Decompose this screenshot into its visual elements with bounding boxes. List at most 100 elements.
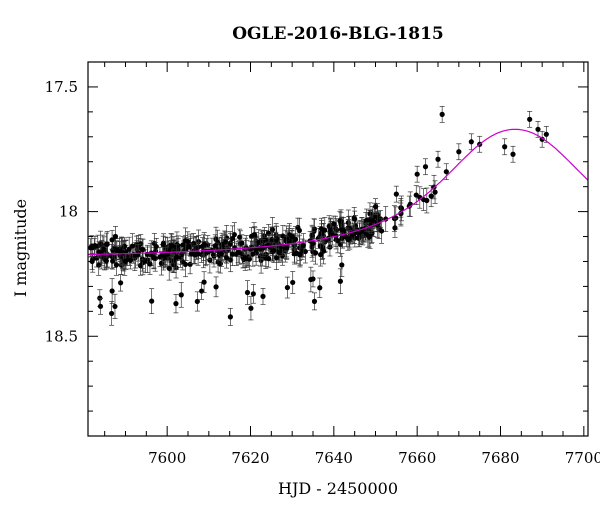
data-marker bbox=[250, 251, 256, 257]
data-point bbox=[149, 288, 155, 315]
data-marker bbox=[103, 258, 109, 264]
data-marker bbox=[213, 236, 219, 242]
data-marker bbox=[173, 301, 179, 307]
data-point bbox=[96, 241, 102, 263]
data-marker bbox=[229, 251, 236, 257]
data-marker bbox=[311, 298, 318, 304]
data-marker bbox=[201, 241, 207, 247]
data-marker bbox=[173, 254, 180, 260]
data-marker bbox=[393, 191, 399, 197]
data-point bbox=[331, 215, 337, 233]
data-marker bbox=[357, 229, 363, 235]
plot-frame bbox=[87, 61, 589, 437]
data-marker bbox=[261, 237, 267, 243]
data-marker bbox=[302, 248, 308, 255]
data-marker bbox=[118, 280, 124, 286]
data-marker bbox=[129, 243, 135, 249]
data-point bbox=[244, 280, 251, 305]
data-point bbox=[223, 247, 230, 269]
data-point bbox=[112, 226, 119, 247]
data-point bbox=[109, 230, 115, 250]
data-marker bbox=[290, 279, 296, 286]
data-point bbox=[178, 282, 184, 308]
data-point bbox=[218, 240, 224, 267]
data-marker bbox=[180, 259, 186, 265]
data-point bbox=[468, 133, 474, 151]
data-marker bbox=[253, 247, 259, 253]
data-marker bbox=[237, 234, 243, 240]
data-marker bbox=[235, 249, 241, 255]
data-marker bbox=[160, 241, 166, 248]
data-marker bbox=[153, 243, 159, 250]
data-point bbox=[188, 243, 195, 264]
data-marker bbox=[352, 216, 358, 222]
data-point bbox=[195, 242, 201, 266]
model-curve bbox=[88, 128, 589, 256]
x-tick-label: 7640 bbox=[315, 449, 353, 467]
data-marker bbox=[201, 279, 207, 285]
data-point bbox=[435, 150, 441, 168]
data-point bbox=[194, 291, 200, 312]
data-marker bbox=[97, 303, 104, 309]
y-axis-label: I magnitude bbox=[11, 199, 30, 297]
data-marker bbox=[543, 131, 549, 137]
data-marker bbox=[432, 189, 438, 195]
data-marker bbox=[331, 221, 337, 227]
data-marker bbox=[266, 256, 272, 262]
data-point bbox=[112, 293, 118, 319]
data-point bbox=[424, 187, 430, 214]
data-marker bbox=[139, 256, 146, 262]
data-marker bbox=[318, 252, 324, 258]
data-marker bbox=[435, 156, 441, 162]
data-marker bbox=[183, 246, 189, 252]
data-point bbox=[173, 294, 179, 314]
data-marker bbox=[310, 276, 316, 282]
data-marker bbox=[101, 246, 107, 253]
data-marker bbox=[93, 255, 100, 261]
data-point bbox=[122, 253, 129, 270]
data-marker bbox=[271, 247, 277, 254]
data-point bbox=[271, 238, 277, 263]
data-point bbox=[248, 296, 254, 321]
chart-title: OGLE-2016-BLG-1815 bbox=[232, 24, 444, 44]
data-point bbox=[127, 251, 134, 270]
data-marker bbox=[251, 232, 257, 238]
data-point bbox=[439, 106, 445, 123]
x-tick-label: 7660 bbox=[398, 449, 436, 467]
data-marker bbox=[317, 285, 323, 291]
data-marker bbox=[227, 314, 233, 320]
data-marker bbox=[179, 251, 185, 258]
data-point bbox=[201, 232, 207, 257]
data-point bbox=[290, 271, 296, 294]
data-marker bbox=[244, 289, 251, 296]
data-point bbox=[311, 292, 318, 311]
data-marker bbox=[182, 237, 189, 244]
data-point bbox=[235, 241, 241, 264]
data-marker bbox=[127, 257, 134, 263]
data-marker bbox=[295, 224, 301, 231]
data-marker bbox=[294, 250, 300, 256]
data-marker bbox=[428, 193, 434, 199]
y-tick-label: 17.5 bbox=[45, 78, 78, 96]
data-point bbox=[443, 163, 449, 181]
data-point bbox=[392, 218, 398, 238]
data-marker bbox=[339, 262, 345, 268]
data-point bbox=[187, 254, 193, 275]
data-marker bbox=[187, 261, 193, 267]
data-point bbox=[432, 180, 438, 204]
data-marker bbox=[96, 249, 102, 255]
data-point bbox=[250, 284, 256, 304]
data-marker bbox=[280, 253, 286, 259]
x-tick-label: 7600 bbox=[148, 449, 186, 467]
data-marker bbox=[392, 225, 398, 231]
data-marker bbox=[149, 298, 155, 304]
data-point bbox=[510, 145, 516, 163]
data-marker bbox=[95, 243, 101, 249]
data-marker bbox=[147, 261, 153, 267]
data-marker bbox=[110, 258, 116, 264]
data-point bbox=[173, 244, 180, 270]
data-point bbox=[339, 217, 345, 243]
data-point bbox=[250, 241, 256, 267]
data-marker bbox=[158, 260, 164, 266]
data-marker bbox=[223, 255, 230, 261]
